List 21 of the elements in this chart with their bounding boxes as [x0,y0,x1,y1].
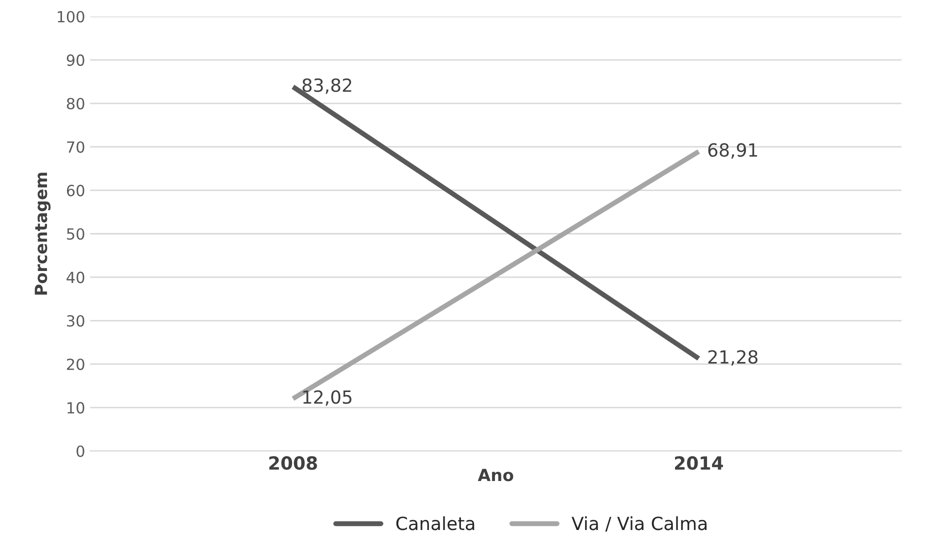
data-label: 21,28 [708,350,758,366]
y-tick-label: 80 [66,98,84,110]
y-tick-label: 30 [67,315,84,327]
y-tick-label: 90 [66,54,84,66]
x-tick-label: 2014 [675,456,723,470]
y-tick-label: 20 [66,358,84,370]
y-tick-label: 0 [76,445,84,458]
y-tick-label: 50 [67,228,84,240]
data-label: 68,91 [708,143,758,159]
y-tick-label: 70 [67,141,84,153]
y-axis-title: Porcentagem [34,172,51,295]
legend-label: Canaleta [396,516,474,530]
y-tick-label: 40 [66,272,84,284]
data-label: 12,05 [303,390,352,406]
y-tick-label: 100 [58,10,84,23]
data-label: 83,82 [302,78,352,94]
legend-label: Via / Via Calma [572,516,707,532]
y-tick-label: 10 [68,402,84,414]
x-axis-title: Ano [478,468,514,482]
x-tick-label: 2008 [269,456,318,470]
y-tick-label: 60 [66,184,84,196]
